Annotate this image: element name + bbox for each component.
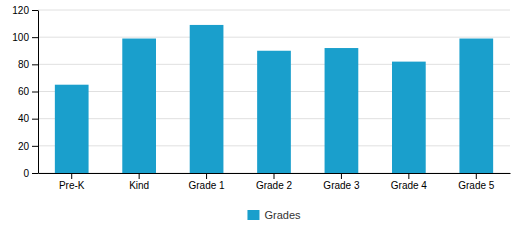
chart: Pre-K Kind Grade 1 Grade 2 Grade 3 Grade 4 Gra…: [0, 0, 524, 229]
bar: [325, 48, 359, 173]
bars: [55, 25, 493, 173]
y-tick: 120: [12, 5, 38, 16]
x-tick-label: Grade 2: [256, 180, 293, 191]
y-tick: 60: [18, 86, 38, 97]
y-tick-label: 100: [12, 32, 29, 43]
x-tick: Grade 1: [189, 173, 226, 191]
bar: [459, 39, 493, 173]
x-tick-label: Grade 1: [189, 180, 226, 191]
bar: [392, 62, 426, 173]
grid-line: [38, 37, 510, 38]
x-tick-mark: [139, 173, 140, 179]
y-tick: 0: [23, 168, 38, 179]
y-tick-label: 40: [18, 113, 30, 124]
x-tick-mark: [71, 173, 72, 179]
legend-swatch: [247, 210, 259, 220]
legend: Grades: [247, 209, 301, 221]
y-tick-mark: [32, 10, 38, 11]
y-tick: 20: [18, 141, 38, 152]
y-axis: 0 20 40 60 80 100 120: [12, 5, 38, 179]
x-tick-mark: [206, 173, 207, 179]
x-tick: Pre-K: [59, 173, 85, 191]
bar: [122, 39, 156, 173]
x-tick: Kind: [129, 173, 149, 191]
y-tick-mark: [32, 92, 38, 93]
x-tick-label: Grade 3: [323, 180, 360, 191]
legend-label: Grades: [264, 209, 301, 221]
y-tick: 100: [12, 32, 38, 43]
plot: Pre-K Kind Grade 1 Grade 2 Grade 3 Grade 4 Gra…: [12, 5, 510, 191]
x-tick: Grade 2: [256, 173, 293, 191]
x-tick-label: Kind: [129, 180, 149, 191]
x-tick-mark: [341, 173, 342, 179]
y-tick-mark: [32, 64, 38, 65]
grid: [38, 10, 510, 173]
y-tick-label: 20: [18, 141, 30, 152]
x-tick-label: Pre-K: [59, 180, 85, 191]
y-tick: 80: [18, 59, 38, 70]
y-tick-label: 120: [12, 5, 29, 16]
y-tick-mark: [32, 37, 38, 38]
x-tick-mark: [476, 173, 477, 179]
x-tick-label: Grade 5: [458, 180, 495, 191]
bar: [190, 25, 224, 173]
x-tick-mark: [274, 173, 275, 179]
x-tick-mark: [408, 173, 409, 179]
y-tick-mark: [32, 173, 38, 174]
y-tick-label: 80: [18, 59, 30, 70]
x-tick: Grade 5: [458, 173, 495, 191]
x-tick: Grade 3: [323, 173, 360, 191]
y-tick-mark: [32, 146, 38, 147]
y-axis-line: [38, 11, 39, 174]
x-axis: Pre-K Kind Grade 1 Grade 2 Grade 3 Grade 4 Gra…: [39, 173, 511, 191]
legend-item: Grades: [247, 209, 301, 221]
y-tick-label: 60: [18, 86, 30, 97]
grid-line: [38, 10, 510, 11]
y-tick-mark: [32, 119, 38, 120]
x-tick: Grade 4: [391, 173, 428, 191]
x-tick-label: Grade 4: [391, 180, 428, 191]
y-tick-label: 0: [23, 168, 29, 179]
bar: [257, 51, 291, 173]
bar: [55, 85, 89, 173]
y-tick: 40: [18, 113, 38, 124]
